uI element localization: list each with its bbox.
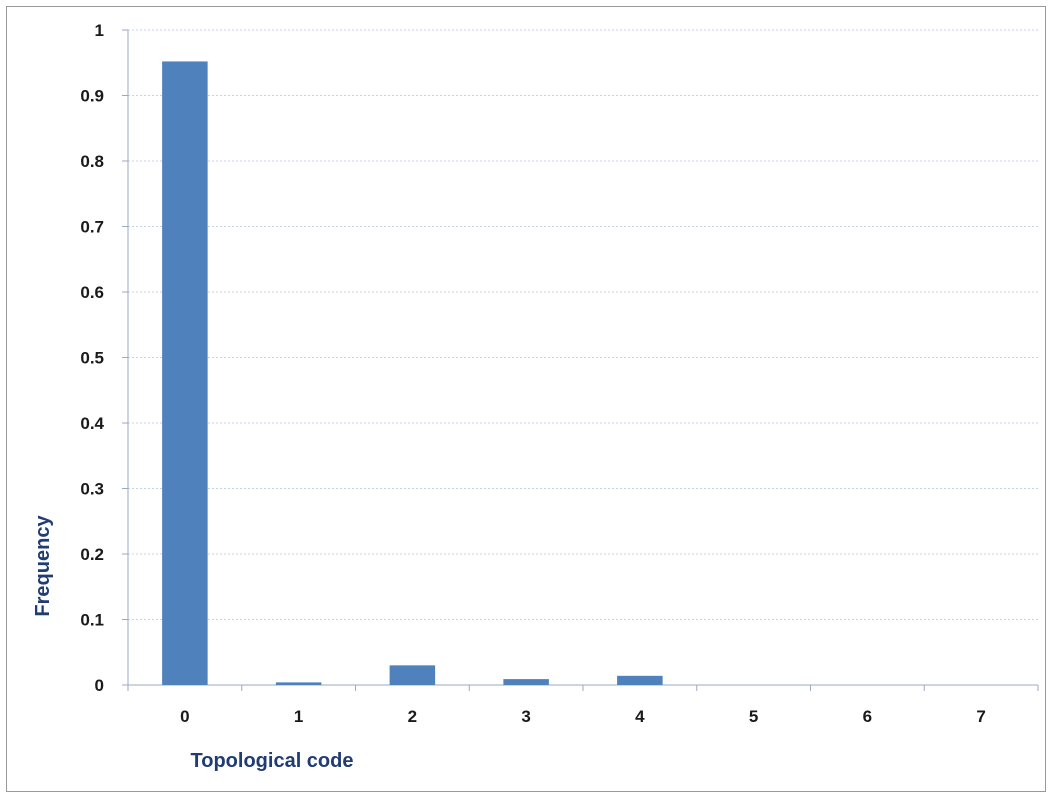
y-tick-label: 0.5	[80, 349, 104, 368]
x-tick-label: 1	[294, 707, 303, 726]
axes	[122, 30, 1038, 691]
bar-4	[617, 676, 663, 685]
y-tick-label: 1	[95, 21, 104, 40]
x-tick-label: 7	[976, 707, 985, 726]
bar-3	[503, 679, 549, 685]
y-axis-title: Frequency	[32, 515, 54, 617]
y-tick-label: 0.6	[80, 283, 104, 302]
x-tick-label: 3	[521, 707, 530, 726]
y-tick-label: 0.1	[80, 611, 104, 630]
y-tick-label: 0.9	[80, 87, 104, 106]
y-tick-label: 0.2	[80, 545, 104, 564]
x-tick-label: 6	[863, 707, 872, 726]
y-tick-label: 0.4	[80, 414, 104, 433]
gridlines	[128, 30, 1038, 620]
x-tick-label: 4	[635, 707, 645, 726]
x-axis-title: Topological code	[191, 750, 354, 772]
bar-1	[276, 682, 322, 685]
y-tick-label: 0	[95, 676, 104, 695]
bar-0	[162, 61, 208, 685]
x-tick-labels: 0 1 2 3 4 5 6 7	[180, 707, 986, 726]
y-tick-label: 0.3	[80, 480, 104, 499]
y-tick-label: 0.8	[80, 152, 104, 171]
bar-2	[390, 665, 436, 685]
y-tick-label: 0.7	[80, 218, 104, 237]
y-tick-labels: 0 0.1 0.2 0.3 0.4 0.5 0.6 0.7 0.8 0.9 1	[80, 21, 104, 695]
x-tick-label: 0	[180, 707, 189, 726]
x-tick-label: 2	[408, 707, 417, 726]
x-tick-label: 5	[749, 707, 758, 726]
bars	[162, 61, 663, 685]
